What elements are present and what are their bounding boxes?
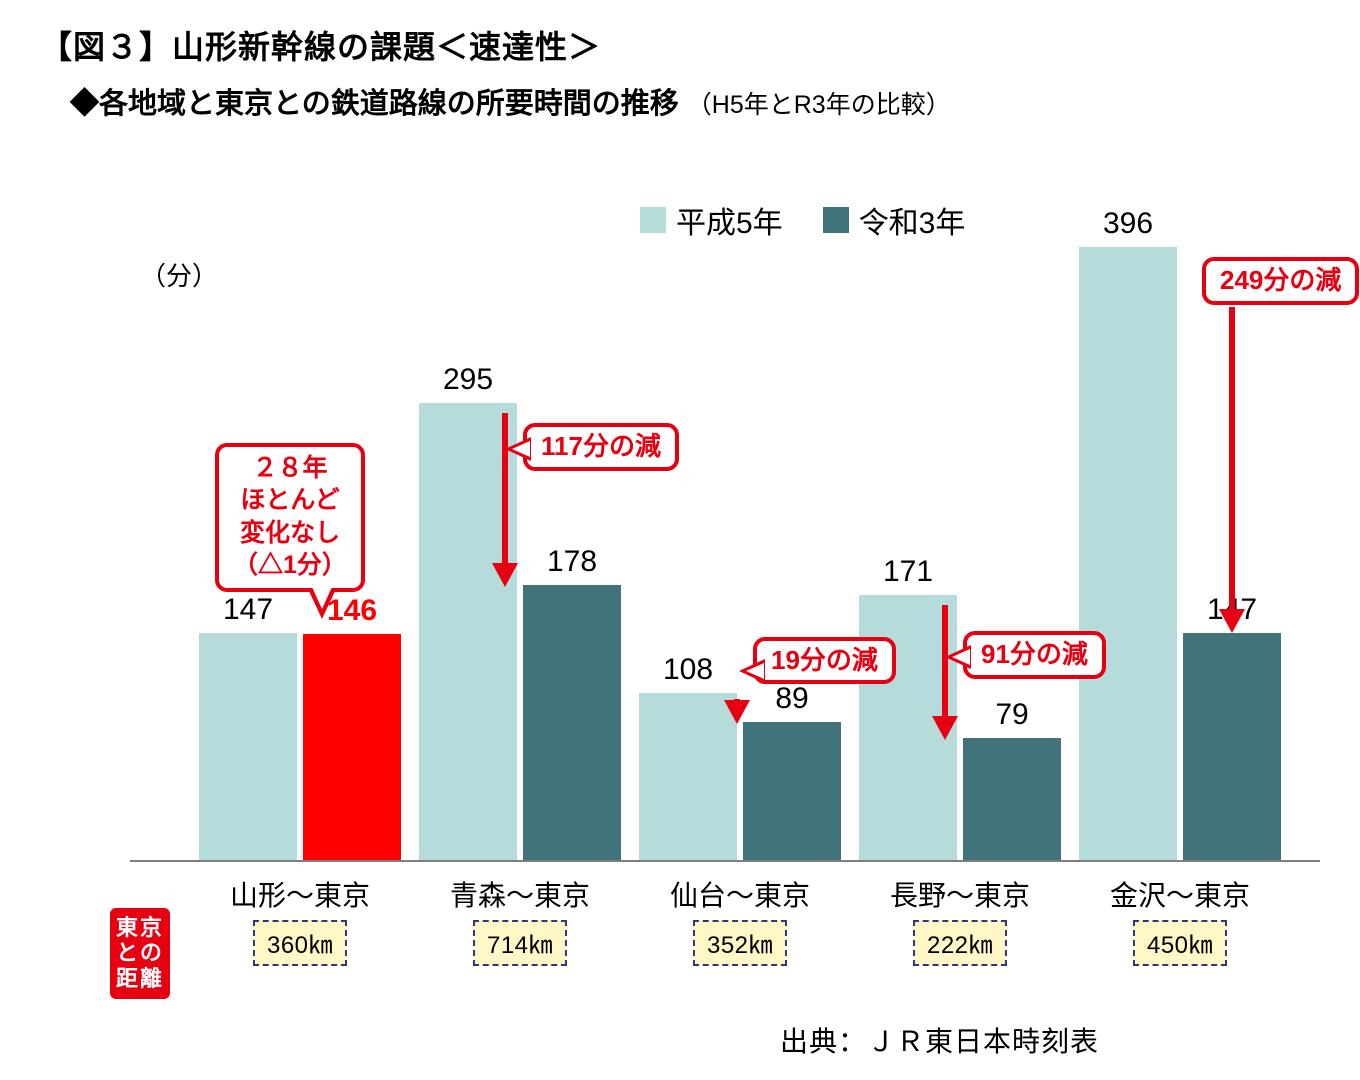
- callout-reduction-kanazawa: 249分の減: [1202, 257, 1359, 305]
- bar-h5: [639, 693, 737, 860]
- reduction-arrow-head: [1219, 609, 1245, 633]
- distance-tag-text: 東京との距離: [116, 915, 164, 991]
- bar-value-h5: 171: [883, 555, 933, 589]
- figure-title: 【図３】山形新幹線の課題＜速達性＞: [40, 22, 601, 68]
- bar-value-h5: 295: [443, 363, 493, 397]
- figure-subtitle: ◆各地域と東京との鉄道路線の所要時間の推移 （H5年とR3年の比較）: [70, 80, 951, 122]
- subtitle-main: ◆各地域と東京との鉄道路線の所要時間の推移: [70, 88, 679, 120]
- source-text: 出典：ＪＲ東日本時刻表: [780, 1020, 1099, 1060]
- reduction-arrow: [1229, 307, 1235, 610]
- bar-value-r3: 79: [995, 698, 1028, 732]
- x-axis-baseline: [130, 860, 1320, 862]
- reduction-arrow-head: [492, 563, 518, 587]
- distance-tag: 東京との距離: [110, 908, 170, 999]
- callout-reduction-aomori: 117分の減: [523, 423, 679, 471]
- distance-km: 352㎞: [693, 920, 787, 966]
- bar-value-h5: 108: [663, 653, 713, 687]
- callout-reduction-nagano: 91分の減: [963, 631, 1106, 679]
- callout-no-change: ２８年ほとんど変化なし（△1分）: [215, 443, 365, 592]
- x-axis-label: 山形～東京: [230, 874, 370, 914]
- bar-value-r3: 89: [775, 682, 808, 716]
- x-axis-label: 金沢～東京: [1110, 874, 1250, 914]
- callout-reduction-sendai: 19分の減: [753, 637, 896, 685]
- reduction-arrow: [502, 413, 508, 564]
- bar-r3: [523, 585, 621, 860]
- bar-r3: [963, 738, 1061, 860]
- reduction-arrow-head: [724, 700, 750, 724]
- bar-h5: [1079, 247, 1177, 860]
- bar-value-h5: 147: [223, 593, 273, 627]
- bar-value-h5: 396: [1103, 207, 1153, 241]
- bar-r3: [303, 634, 401, 860]
- x-axis-label: 青森～東京: [450, 874, 590, 914]
- bar-h5: [199, 633, 297, 861]
- distance-km: 360㎞: [253, 920, 347, 966]
- distance-km: 450㎞: [1133, 920, 1227, 966]
- reduction-arrow-head: [932, 716, 958, 740]
- x-axis-label: 仙台～東京: [670, 874, 810, 914]
- subtitle-paren: （H5年とR3年の比較）: [687, 91, 951, 119]
- bar-r3: [1183, 633, 1281, 861]
- distance-km: 714㎞: [473, 920, 567, 966]
- bar-value-r3: 178: [547, 545, 597, 579]
- x-axis-label: 長野～東京: [890, 874, 1030, 914]
- bar-r3: [743, 722, 841, 860]
- distance-km: 222㎞: [913, 920, 1007, 966]
